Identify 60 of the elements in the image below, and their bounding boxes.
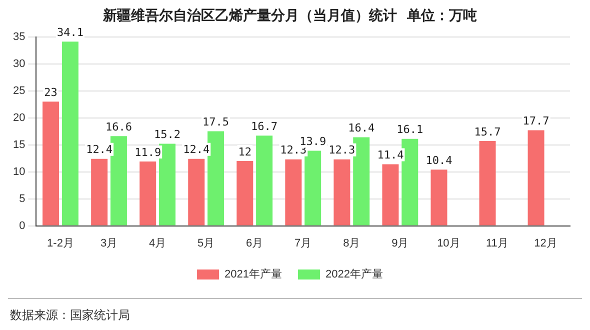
- legend-label: 2021年产量: [224, 268, 282, 281]
- bar: [159, 144, 176, 226]
- data-label: 10.4: [426, 154, 453, 167]
- bar: [208, 131, 224, 226]
- data-label: 16.1: [396, 123, 424, 136]
- data-label: 17.7: [522, 114, 550, 128]
- x-tick-label: 9月: [392, 237, 409, 250]
- data-label: 13.9: [300, 135, 326, 148]
- data-label: 34.1: [56, 26, 84, 40]
- bar: [528, 130, 544, 226]
- data-label: 16.4: [348, 122, 375, 135]
- bar: [334, 159, 350, 226]
- bar: [236, 161, 254, 226]
- bar: [353, 137, 370, 226]
- bar: [188, 158, 205, 226]
- bar: [42, 102, 60, 226]
- data-label: 17.5: [202, 116, 230, 129]
- x-tick-label: 10月: [437, 237, 460, 250]
- chart-title: 新疆维吾尔自治区乙烯产量分月（当月值）统计 单位：万吨: [102, 7, 477, 24]
- legend-label: 2022年产量: [326, 268, 383, 281]
- data-label: 16.7: [251, 120, 278, 133]
- bar: [110, 136, 127, 226]
- y-tick-label: 30: [12, 58, 26, 70]
- data-label: 12.3: [328, 144, 356, 157]
- data-label: 11.4: [377, 148, 404, 162]
- x-tick-label: 12月: [534, 237, 558, 250]
- data-label: 12.4: [86, 143, 113, 156]
- y-tick-label: 25: [12, 84, 26, 97]
- x-tick-label: 3月: [100, 237, 118, 250]
- bar: [285, 159, 302, 226]
- y-tick-label: 35: [12, 30, 26, 43]
- data-label: 12: [238, 145, 252, 158]
- x-tick-label: 8月: [343, 237, 360, 250]
- y-tick-label: 5: [19, 192, 26, 205]
- data-label: 12.4: [183, 143, 210, 156]
- x-tick-label: 7月: [294, 237, 312, 250]
- data-label: 15.2: [154, 128, 180, 142]
- data-label: 16.6: [105, 120, 132, 134]
- y-tick-label: 20: [12, 112, 26, 124]
- data-label: 15.7: [474, 125, 501, 138]
- bar: [402, 138, 418, 226]
- bar: [382, 164, 399, 226]
- x-tick-label: 5月: [198, 237, 215, 250]
- bar: [256, 136, 273, 226]
- data-label: 11.9: [134, 146, 162, 159]
- y-tick-label: 0: [19, 220, 26, 232]
- bar: [62, 42, 78, 226]
- bar: [430, 170, 448, 226]
- x-tick-label: 4月: [148, 237, 166, 250]
- y-tick-label: 10: [12, 166, 26, 178]
- bar: [304, 150, 322, 226]
- bar: [479, 141, 496, 226]
- bar: [91, 158, 108, 226]
- x-tick-label: 1-2月: [47, 237, 74, 250]
- x-tick-label: 6月: [246, 237, 264, 250]
- source-note: 数据来源：国家统计局: [10, 307, 130, 324]
- data-label: 23: [44, 86, 58, 99]
- bar: [140, 162, 156, 226]
- y-tick-label: 15: [12, 138, 26, 151]
- x-tick-label: 11月: [486, 237, 508, 250]
